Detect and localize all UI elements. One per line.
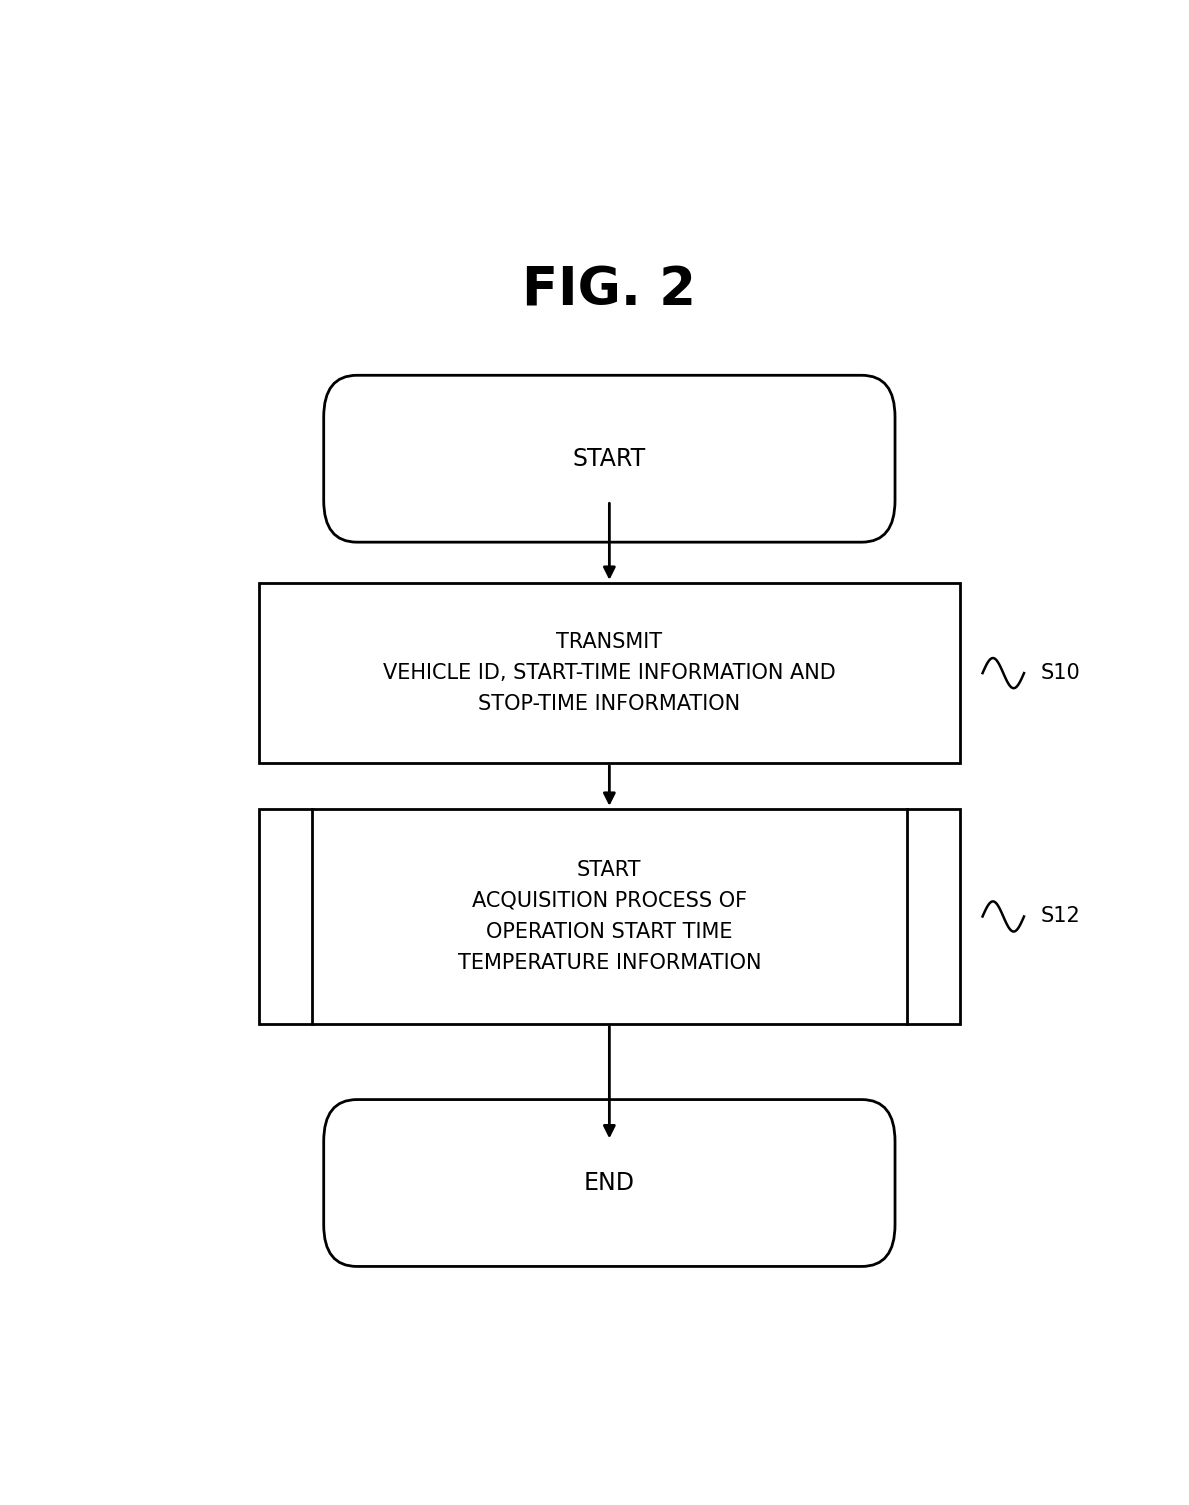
Bar <box>259 810 960 1023</box>
Text: END: END <box>584 1171 635 1195</box>
Text: START: START <box>573 447 646 471</box>
Text: S12: S12 <box>1040 906 1081 927</box>
FancyBboxPatch shape <box>323 1100 895 1266</box>
Text: START
ACQUISITION PROCESS OF
OPERATION START TIME
TEMPERATURE INFORMATION: START ACQUISITION PROCESS OF OPERATION S… <box>458 859 761 974</box>
FancyBboxPatch shape <box>323 375 895 542</box>
Text: S10: S10 <box>1040 664 1081 683</box>
Text: TRANSMIT
VEHICLE ID, START-TIME INFORMATION AND
STOP-TIME INFORMATION: TRANSMIT VEHICLE ID, START-TIME INFORMAT… <box>383 632 836 715</box>
Bar <box>259 584 960 763</box>
Text: FIG. 2: FIG. 2 <box>522 265 697 316</box>
